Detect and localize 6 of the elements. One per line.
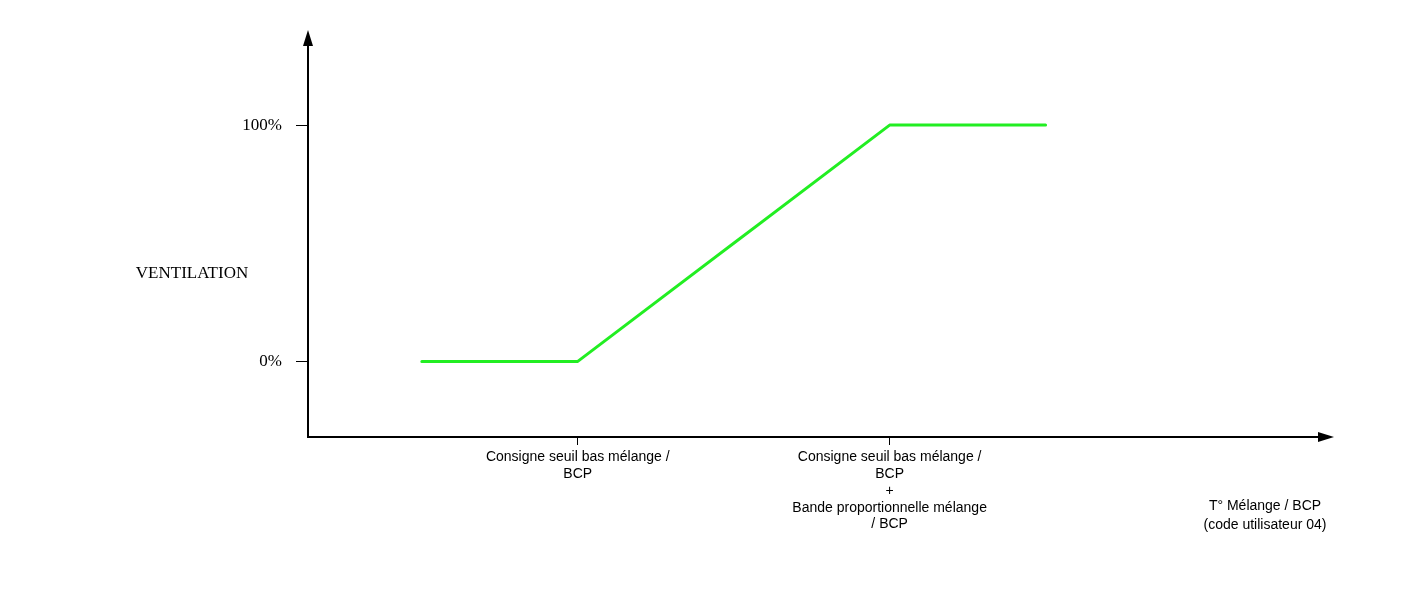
x-tick-label: Consigne seuil bas mélange / BCP + Bande proportionnelle mélange / BCP [792, 448, 988, 532]
text: T° Mélange / BCP (code utilisateur 04) [1203, 496, 1327, 532]
x-tick-label: Consigne seuil bas mélange / BCP [485, 448, 670, 482]
y-tick-label: 100% [242, 114, 282, 134]
y-tick-label: 0% [259, 350, 282, 370]
y-axis-title: VENTILATION [135, 262, 249, 282]
